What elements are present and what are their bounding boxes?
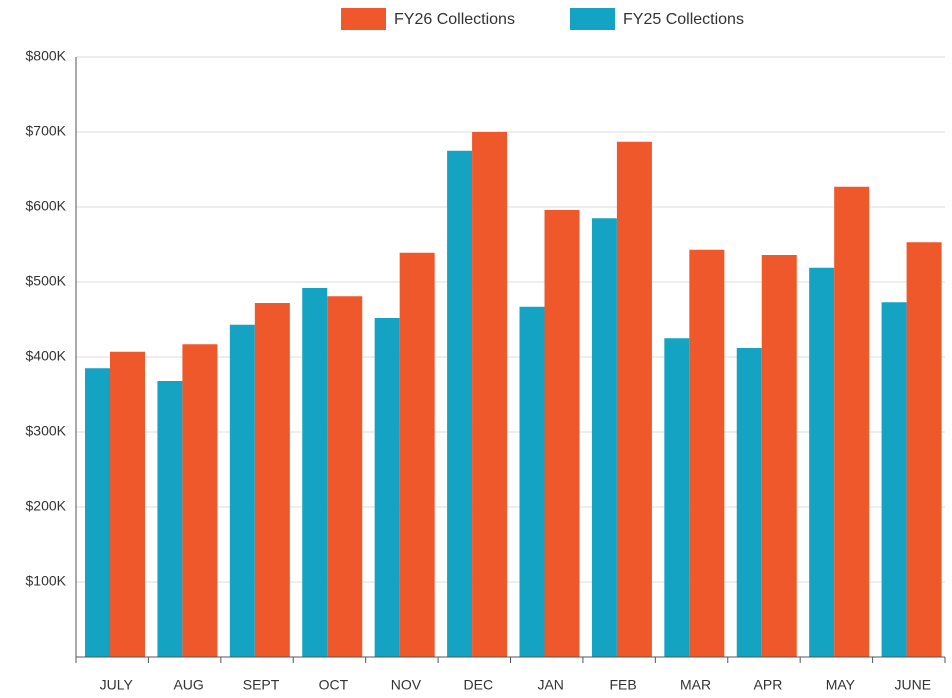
x-tick-label: DEC [464, 677, 494, 693]
bar [254, 303, 290, 657]
bar [519, 306, 545, 657]
bar [229, 324, 255, 657]
bar [591, 218, 617, 657]
x-tick-label: MAY [826, 677, 856, 693]
legend-label: FY26 Collections [394, 11, 515, 28]
bar [906, 242, 942, 657]
x-tick-label: OCT [319, 677, 349, 693]
bar [302, 288, 328, 657]
bar [327, 296, 363, 657]
bar [110, 351, 145, 657]
bar [616, 141, 652, 657]
legend-swatch [570, 8, 615, 30]
bar [664, 338, 690, 657]
bar [85, 368, 110, 657]
x-tick-label: AUG [173, 677, 203, 693]
x-tick-label: FEB [610, 677, 637, 693]
bar [761, 255, 797, 657]
y-tick-label: $100K [26, 573, 67, 589]
bar [809, 267, 835, 657]
x-tick-label: APR [754, 677, 783, 693]
y-tick-label: $400K [26, 348, 67, 364]
y-tick-label: $600K [26, 198, 67, 214]
bar [374, 318, 400, 657]
x-tick-label: NOV [391, 677, 422, 693]
y-tick-label: $800K [26, 48, 67, 64]
legend-label: FY25 Collections [623, 11, 744, 28]
bar [399, 252, 435, 657]
bar [736, 348, 762, 657]
bar [834, 186, 870, 657]
x-tick-label: JUNE [895, 677, 932, 693]
x-tick-label: JULY [100, 677, 134, 693]
y-tick-label: $700K [26, 123, 67, 139]
x-tick-label: JAN [537, 677, 563, 693]
bar [157, 381, 183, 657]
legend-swatch [341, 8, 386, 30]
y-tick-label: $500K [26, 273, 67, 289]
bar [182, 344, 218, 657]
y-tick-label: $200K [26, 498, 67, 514]
bar [472, 132, 508, 657]
x-tick-label: SEPT [243, 677, 280, 693]
bar [881, 302, 907, 657]
y-tick-label: $300K [26, 423, 67, 439]
x-tick-label: MAR [680, 677, 711, 693]
bar [689, 249, 725, 657]
bar [544, 210, 580, 657]
bar [447, 150, 473, 657]
